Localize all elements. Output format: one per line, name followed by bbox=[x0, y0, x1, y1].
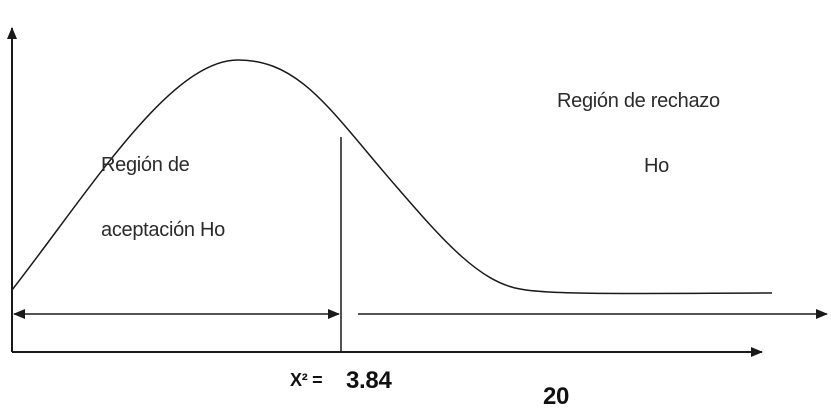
acceptance-region-label-line2: aceptación Ho bbox=[101, 219, 225, 241]
axis-end-value-label: 20 bbox=[543, 383, 570, 410]
critical-value-label: 3.84 bbox=[346, 367, 392, 394]
rejection-region-label-line1: Región de rechazo bbox=[557, 90, 720, 112]
chi-square-symbol: X² = bbox=[290, 370, 323, 390]
distribution-curve bbox=[11, 59, 773, 295]
acceptance-region-label-line1: Región de bbox=[101, 154, 190, 176]
rejection-region-label-line2: Ho bbox=[644, 155, 669, 177]
